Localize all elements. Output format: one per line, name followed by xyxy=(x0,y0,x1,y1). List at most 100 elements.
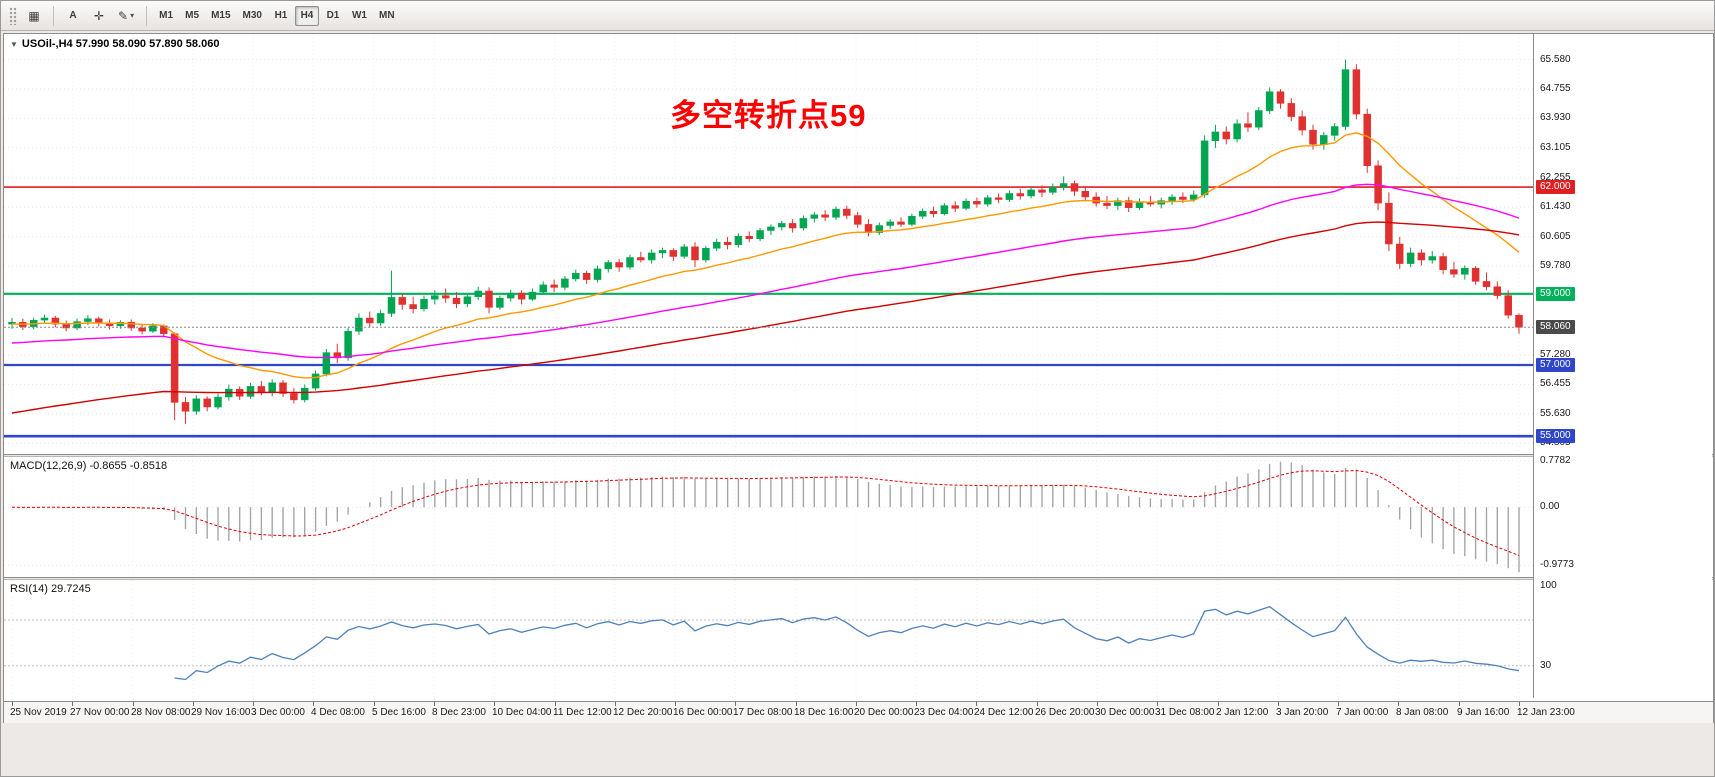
time-tick xyxy=(313,702,314,706)
price-axis-label: 65.580 xyxy=(1540,53,1571,65)
chart-window: ▼ USOil-,H4 57.990 58.090 57.890 58.060 多… xyxy=(3,33,1714,723)
macd-label: MACD(12,26,9) -0.8655 -0.8518 xyxy=(10,460,168,472)
rsi-indicator-panel[interactable] xyxy=(4,580,1533,700)
price-axis-label: 62.255 xyxy=(1540,171,1571,183)
time-scale-axis[interactable]: 25 Nov 2019 27 Nov 00:00 28 Nov 08:00 29 No… xyxy=(4,701,1713,723)
chart-title: ▼ USOil-,H4 57.990 58.090 57.890 58.060 xyxy=(10,38,219,50)
new-chart-icon[interactable]: ▦ xyxy=(28,8,40,23)
time-tick xyxy=(12,702,13,706)
time-axis-label: 23 Dec 04:00 xyxy=(914,707,974,718)
price-axis-label: 55.630 xyxy=(1540,407,1571,419)
toolbar-drag-handle-icon[interactable] xyxy=(9,6,17,25)
time-axis-label: 27 Nov 00:00 xyxy=(70,707,130,718)
timeframe-button-d1[interactable]: D1 xyxy=(326,10,340,21)
timeframe-button-w1[interactable]: W1 xyxy=(351,10,367,21)
time-axis-label: 17 Dec 08:00 xyxy=(733,707,793,718)
time-axis-label: 8 Jan 08:00 xyxy=(1396,707,1449,718)
timeframe-button-group: M1 M5 M15 M30 H1 H4 D1 W1 MN xyxy=(153,5,400,26)
time-tick xyxy=(1278,702,1279,706)
time-axis-label: 5 Dec 16:00 xyxy=(372,707,426,718)
time-tick xyxy=(976,702,977,706)
timeframe-button-h4[interactable]: H4 xyxy=(294,5,319,26)
price-axis-label: 63.930 xyxy=(1540,112,1571,124)
macd-axis-label: 0.7782 xyxy=(1540,454,1571,466)
time-axis-label: 24 Dec 12:00 xyxy=(974,707,1034,718)
cursor-button[interactable]: A xyxy=(69,10,77,21)
time-axis-label: 16 Dec 00:00 xyxy=(673,707,733,718)
time-axis-label: 10 Dec 04:00 xyxy=(492,707,552,718)
rsi-axis-label: 30 xyxy=(1540,659,1552,671)
time-axis-label: 18 Dec 16:00 xyxy=(794,707,854,718)
time-tick xyxy=(193,702,194,706)
toolbar-separator xyxy=(53,5,54,26)
macd-axis-label: -0.9773 xyxy=(1540,559,1574,571)
time-tick xyxy=(1037,702,1038,706)
price-level-badge: 58.060 xyxy=(1536,320,1575,335)
time-tick xyxy=(735,702,736,706)
time-axis-label: 25 Nov 2019 xyxy=(10,707,67,718)
time-tick xyxy=(374,702,375,706)
time-tick xyxy=(253,702,254,706)
time-tick xyxy=(856,702,857,706)
time-axis-label: 20 Dec 00:00 xyxy=(854,707,914,718)
time-axis-label: 30 Dec 00:00 xyxy=(1095,707,1155,718)
time-axis-label: 31 Dec 08:00 xyxy=(1155,707,1215,718)
time-axis-label: 29 Nov 16:00 xyxy=(191,707,251,718)
price-scale-axis[interactable]: 65.580 64.755 63.930 63.105 62.255 61.430 60.6… xyxy=(1533,34,1712,698)
time-axis-label: 28 Nov 08:00 xyxy=(131,707,191,718)
chart-annotation-text: 多空转折点59 xyxy=(670,98,867,133)
timeframe-button-m1[interactable]: M1 xyxy=(159,10,174,21)
time-tick xyxy=(615,702,616,706)
timeframe-button-h1[interactable]: H1 xyxy=(274,10,288,21)
price-axis-label: 57.280 xyxy=(1540,349,1571,361)
price-axis-label: 56.455 xyxy=(1540,378,1571,390)
price-axis-label: 60.605 xyxy=(1540,230,1571,242)
time-tick xyxy=(675,702,676,706)
draw-tools-button[interactable]: ✎ ▾ xyxy=(113,6,139,26)
price-level-badge: 62.000 xyxy=(1536,180,1575,195)
price-axis-label: 63.105 xyxy=(1540,141,1571,153)
time-axis-label: 3 Jan 20:00 xyxy=(1276,707,1329,718)
time-tick xyxy=(72,702,73,706)
time-axis-label: 8 Dec 23:00 xyxy=(432,707,486,718)
timeframe-button-m30[interactable]: M30 xyxy=(242,10,262,21)
time-tick xyxy=(1218,702,1219,706)
macd-indicator-panel[interactable] xyxy=(4,457,1533,577)
macd-axis-label: 0.00 xyxy=(1540,501,1560,513)
time-tick xyxy=(1338,702,1339,706)
time-axis-label: 7 Jan 00:00 xyxy=(1336,707,1389,718)
time-axis-label: 12 Dec 20:00 xyxy=(613,707,673,718)
panel-splitter[interactable] xyxy=(4,577,1713,580)
crosshair-icon[interactable]: ✛ xyxy=(93,8,105,23)
time-tick xyxy=(1519,702,1520,706)
time-tick xyxy=(1157,702,1158,706)
time-tick xyxy=(494,702,495,706)
collapse-icon[interactable]: ▼ xyxy=(10,40,18,49)
rsi-axis-label: 100 xyxy=(1540,579,1557,591)
panel-splitter[interactable] xyxy=(4,454,1713,457)
rsi-label: RSI(14) 29.7245 xyxy=(10,583,91,595)
time-tick xyxy=(133,702,134,706)
time-tick xyxy=(1398,702,1399,706)
timeframe-button-mn[interactable]: MN xyxy=(378,10,395,21)
timeframe-button-m15[interactable]: M15 xyxy=(211,10,231,21)
time-axis-label: 11 Dec 12:00 xyxy=(553,707,612,718)
pencil-icon: ✎ xyxy=(118,8,129,23)
price-level-badge: 57.000 xyxy=(1536,358,1575,373)
time-axis-label: 3 Dec 00:00 xyxy=(251,707,305,718)
window-background xyxy=(1,725,1714,776)
time-tick xyxy=(796,702,797,706)
chevron-down-icon: ▾ xyxy=(130,11,135,20)
time-tick xyxy=(916,702,917,706)
price-chart-panel[interactable] xyxy=(4,34,1533,454)
time-tick xyxy=(1459,702,1460,706)
time-axis-label: 4 Dec 08:00 xyxy=(311,707,365,718)
price-level-badge: 59.000 xyxy=(1536,286,1575,301)
time-tick xyxy=(1097,702,1098,706)
time-axis-label: 9 Jan 16:00 xyxy=(1457,707,1510,718)
price-level-badge: 55.000 xyxy=(1536,429,1575,444)
time-tick xyxy=(555,702,556,706)
toolbar-separator xyxy=(146,5,148,26)
timeframe-button-m5[interactable]: M5 xyxy=(185,10,200,21)
